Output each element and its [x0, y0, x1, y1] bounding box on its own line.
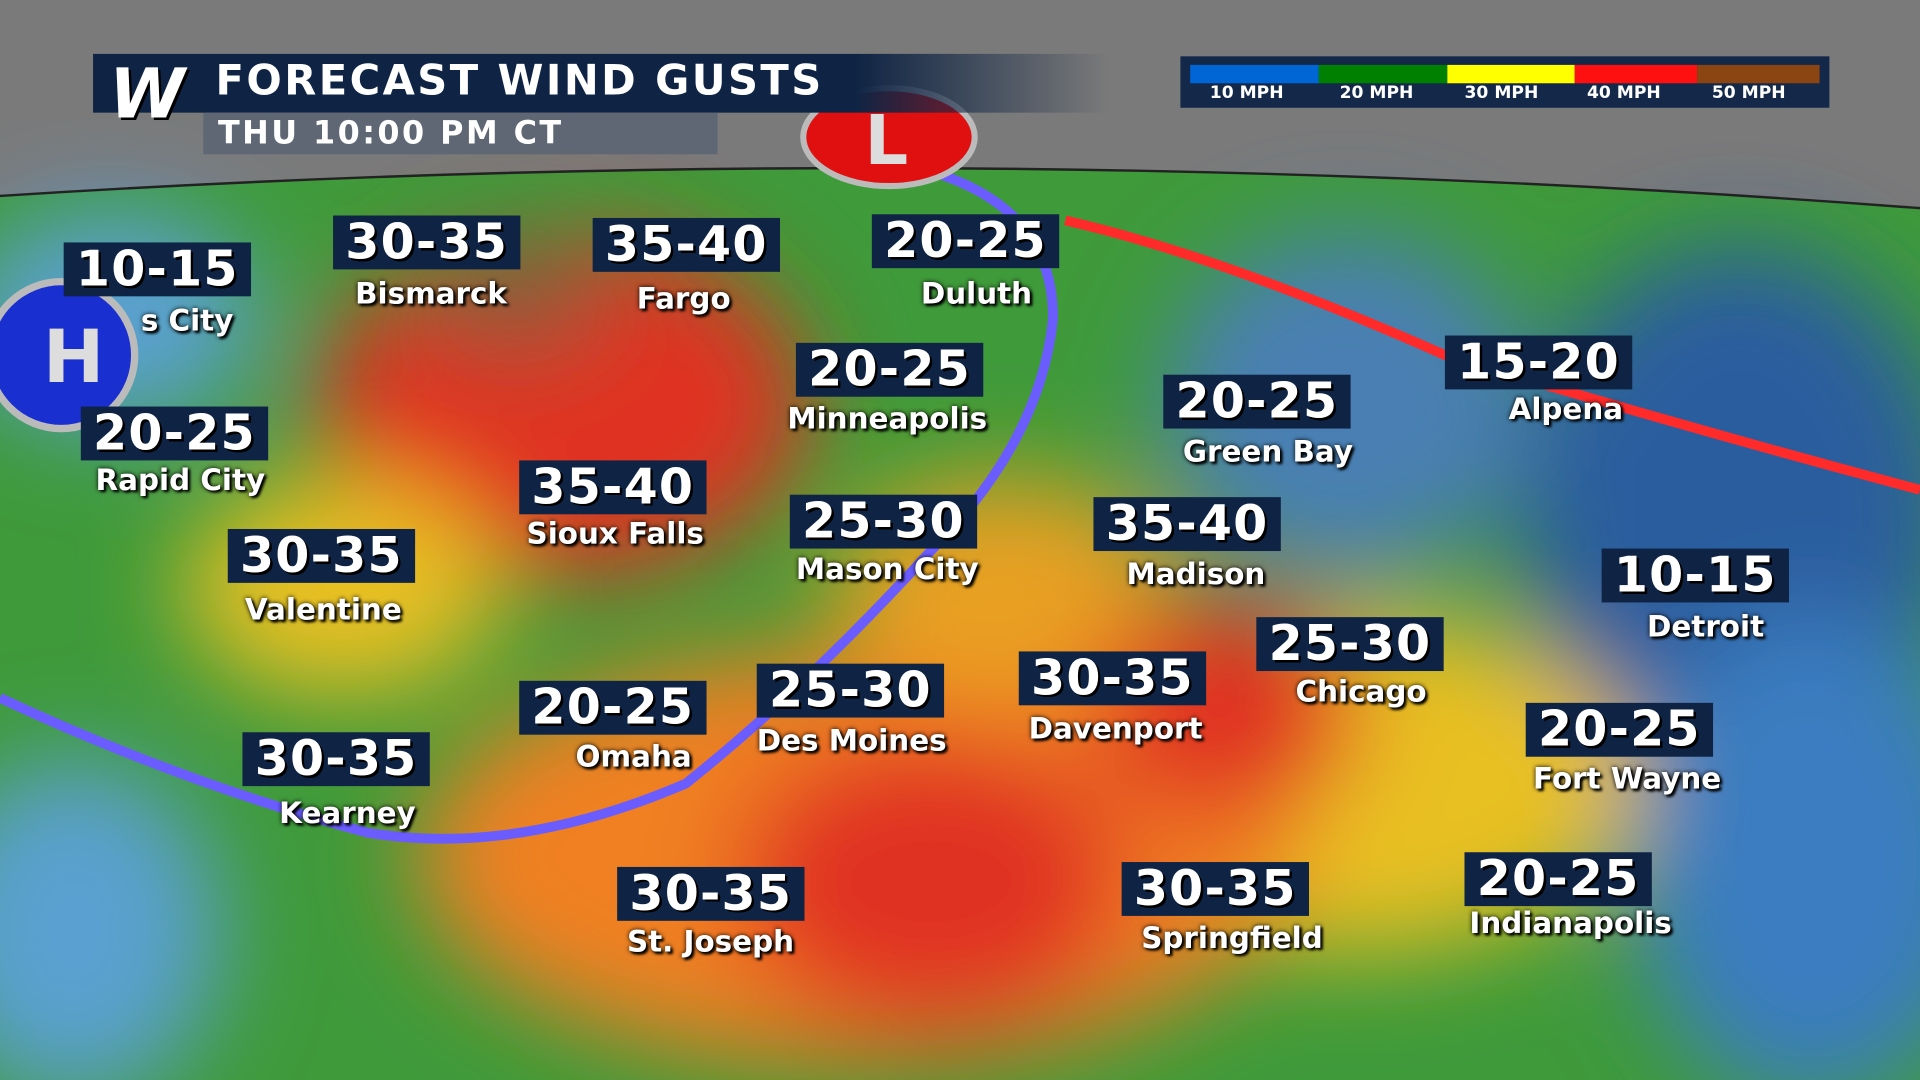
title-bar: [93, 53, 1110, 113]
gust-value: 30-35: [1018, 651, 1207, 706]
gust-value: 15-20: [1444, 335, 1633, 390]
city-label: Springfield: [1141, 920, 1323, 956]
gust-value: 10-15: [1601, 548, 1789, 603]
gust-value: 35-40: [592, 217, 780, 272]
city-label: Chicago: [1295, 674, 1427, 709]
high-pressure-icon: H: [0, 277, 139, 433]
gust-value: 35-40: [1093, 497, 1281, 552]
legend-label: 50 MPH: [1711, 83, 1786, 103]
city-label: Minneapolis: [787, 401, 988, 436]
city-label: Des Moines: [756, 723, 947, 758]
gust-value: 25-30: [756, 663, 945, 718]
city-label: Fort Wayne: [1533, 761, 1722, 796]
gust-value: 30-35: [333, 216, 521, 270]
legend-label: 10 MPH: [1209, 83, 1284, 103]
low-pressure-icon: L: [800, 85, 978, 190]
city-label: Rapid City: [95, 462, 266, 498]
gust-value: 20-25: [1525, 702, 1713, 757]
gust-value: 30-35: [617, 866, 805, 921]
city-label: Duluth: [920, 276, 1033, 312]
legend-swatch-40: [1574, 64, 1698, 84]
city-label: Bismarck: [355, 276, 507, 312]
city-label: Mason City: [795, 552, 979, 587]
city-label: St. Joseph: [626, 924, 795, 959]
legend: 10 MPH 20 MPH 30 MPH 40 MPH 50 MPH: [1180, 56, 1830, 108]
legend-swatch-50: [1697, 64, 1820, 84]
gust-value: 10-15: [63, 242, 251, 297]
gust-value: 20-25: [871, 214, 1060, 269]
gust-value: 25-30: [789, 494, 978, 549]
gust-value: 35-40: [519, 460, 707, 515]
svg-text:L: L: [864, 101, 908, 181]
city-label: Madison: [1126, 557, 1266, 592]
gust-value: 20-25: [1163, 374, 1351, 429]
gust-value: 20-25: [795, 342, 984, 397]
cold-front: [0, 166, 1058, 844]
weathernation-logo: W: [109, 55, 185, 135]
gust-value: 30-35: [1121, 862, 1309, 916]
gust-value: 30-35: [227, 528, 416, 583]
city-label: Fargo: [636, 281, 731, 316]
city-label: Davenport: [1028, 711, 1203, 746]
city-label: Indianapolis: [1469, 906, 1672, 941]
svg-text:H: H: [43, 315, 104, 400]
city-label: Sioux Falls: [526, 516, 704, 552]
city-label: Detroit: [1646, 609, 1765, 645]
legend-label: 40 MPH: [1586, 83, 1661, 103]
legend-swatch-10: [1190, 64, 1319, 84]
legend-swatch-20: [1318, 64, 1448, 84]
page-title: FORECAST WIND GUSTS: [215, 56, 824, 106]
subtitle-bar: [203, 112, 718, 155]
gust-value: 25-30: [1256, 617, 1444, 672]
gust-value: 20-25: [519, 680, 707, 735]
gust-value: 30-35: [242, 732, 430, 787]
legend-swatch-30: [1447, 64, 1575, 84]
city-label: Green Bay: [1182, 434, 1353, 469]
city-label: s City: [140, 303, 234, 338]
forecast-time: THU 10:00 PM CT: [217, 115, 564, 152]
city-label: Alpena: [1508, 391, 1624, 427]
city-label: Valentine: [244, 592, 402, 627]
city-label: Kearney: [279, 795, 416, 831]
legend-label: 20 MPH: [1339, 83, 1414, 103]
gust-value: 20-25: [1464, 852, 1652, 907]
city-label: Omaha: [575, 739, 692, 774]
gust-value: 20-25: [80, 406, 269, 461]
legend-label: 30 MPH: [1464, 83, 1539, 103]
